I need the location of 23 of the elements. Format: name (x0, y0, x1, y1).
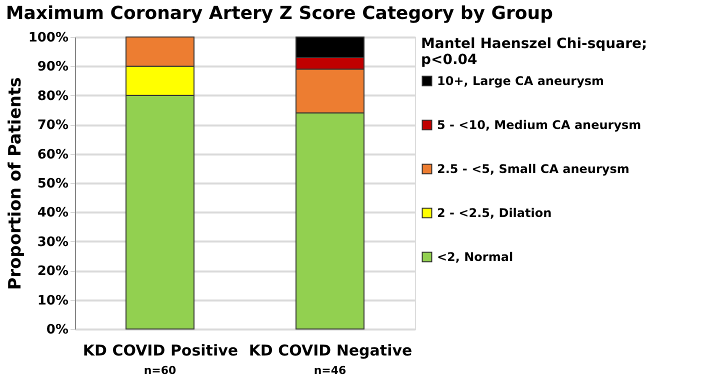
chart-title: Maximum Coronary Artery Z Score Category by Group (6, 3, 554, 24)
legend-label: <2, Normal (437, 250, 514, 264)
y-tick-label: 90% (37, 60, 68, 75)
x-tick-label: KD COVID Negative (248, 342, 412, 360)
y-tick-label: 10% (37, 293, 68, 308)
legend-label: 2 - <2.5, Dilation (437, 206, 552, 220)
y-tick-label: 40% (37, 206, 68, 221)
y-tick-label: 50% (37, 176, 68, 192)
text: n=60 (144, 364, 177, 377)
text: n=46 (314, 364, 347, 377)
legend-title: Mantel Haenszel Chi-square; p<0.04 (421, 36, 648, 68)
y-tick-label: 30% (37, 234, 68, 250)
y-tick-label: 60% (37, 147, 68, 162)
y-tick-label: 70% (37, 118, 68, 134)
legend-label: 5 - <10, Medium CA aneurysm (437, 118, 642, 132)
y-tick-label: 100% (28, 30, 68, 46)
y-tick-label: 80% (37, 88, 68, 104)
legend-label: 10+, Large CA aneurysm (437, 74, 604, 88)
x-tick-label: KD COVID Positive (82, 342, 238, 360)
y-tick-label: 0% (46, 322, 68, 338)
legend-label: 2.5 - <5, Small CA aneurysm (437, 162, 630, 176)
y-tick-label: 20% (37, 264, 68, 280)
y-axis-title: Proportion of Patients (5, 77, 26, 290)
